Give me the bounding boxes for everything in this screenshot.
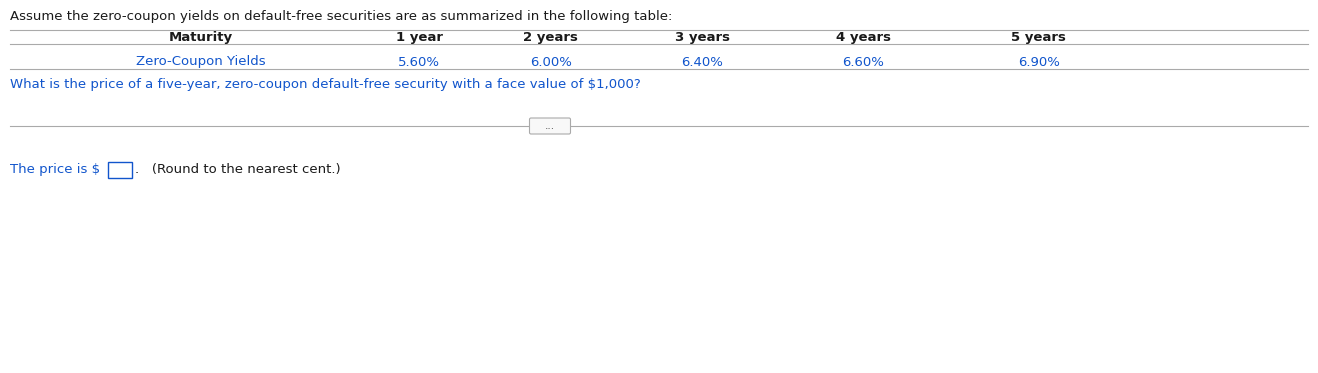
Text: 6.60%: 6.60%	[842, 56, 884, 69]
Text: 6.90%: 6.90%	[1017, 56, 1060, 69]
Text: The price is $: The price is $	[11, 163, 100, 176]
Text: 2 years: 2 years	[523, 31, 579, 44]
Text: 4 years: 4 years	[836, 31, 891, 44]
Text: What is the price of a five-year, zero-coupon default-free security with a face : What is the price of a five-year, zero-c…	[11, 78, 641, 91]
Text: 3 years: 3 years	[675, 31, 730, 44]
Text: Zero-Coupon Yields: Zero-Coupon Yields	[136, 56, 265, 69]
Text: 6.00%: 6.00%	[530, 56, 572, 69]
Text: 5 years: 5 years	[1011, 31, 1066, 44]
Text: Maturity: Maturity	[169, 31, 232, 44]
Text: 1 year: 1 year	[395, 31, 443, 44]
Text: ...: ...	[544, 121, 555, 131]
Text: Assume the zero-coupon yields on default-free securities are as summarized in th: Assume the zero-coupon yields on default…	[11, 10, 672, 23]
Text: 5.60%: 5.60%	[398, 56, 440, 69]
Text: .   (Round to the nearest cent.): . (Round to the nearest cent.)	[134, 163, 340, 176]
FancyBboxPatch shape	[108, 162, 132, 178]
Text: 6.40%: 6.40%	[681, 56, 724, 69]
FancyBboxPatch shape	[530, 118, 571, 134]
